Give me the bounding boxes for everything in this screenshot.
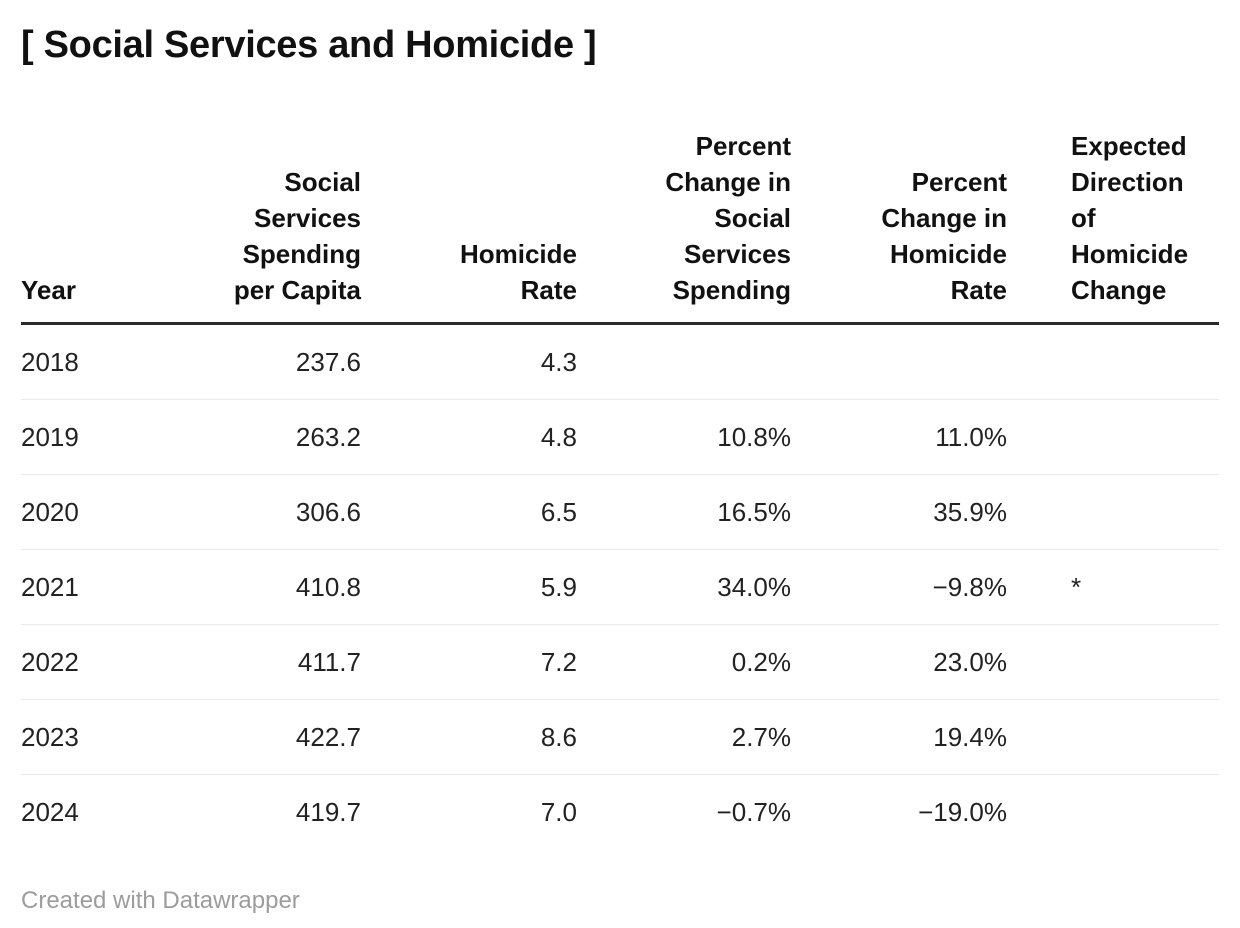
cell-year: 2020 [21, 474, 145, 550]
cell-pct-change-spending: 16.5% [577, 474, 791, 550]
cell-spending-per-capita: 263.2 [145, 399, 361, 475]
page-title: [ Social Services and Homicide ] [21, 24, 597, 66]
cell-pct-change-homicide: −19.0% [791, 774, 1007, 849]
cell-homicide-rate: 8.6 [361, 699, 577, 775]
cell-year: 2021 [21, 549, 145, 625]
cell-spending-per-capita: 419.7 [145, 774, 361, 849]
table-row: 2021 410.8 5.9 34.0% −9.8% * [21, 549, 1219, 625]
cell-expected-direction [1007, 324, 1219, 400]
col-header-social-services-spending-per-capita: Social Services Spending per Capita [145, 128, 361, 325]
table-row: 2018 237.6 4.3 [21, 324, 1219, 400]
cell-pct-change-spending [577, 324, 791, 400]
cell-homicide-rate: 7.2 [361, 624, 577, 700]
cell-expected-direction [1007, 474, 1219, 550]
cell-homicide-rate: 4.3 [540, 347, 577, 377]
cell-pct-change-homicide: 19.4% [791, 699, 1007, 775]
cell-pct-change-homicide [791, 324, 1007, 400]
cell-year: 2018 [21, 347, 79, 377]
cell-expected-direction [1007, 774, 1219, 849]
cell-year: 2019 [21, 399, 145, 475]
cell-pct-change-homicide: 35.9% [791, 474, 1007, 550]
col-header-year: Year [21, 128, 145, 325]
col-header-homicide-rate: Homicide Rate [361, 128, 577, 325]
cell-expected-direction [1007, 399, 1219, 475]
cell-pct-change-homicide: 23.0% [791, 624, 1007, 700]
cell-pct-change-spending: 0.2% [577, 624, 791, 700]
cell-pct-change-spending: 2.7% [577, 699, 791, 775]
cell-spending-per-capita: 237.6 [295, 347, 361, 377]
cell-year: 2023 [21, 699, 145, 775]
cell-spending-per-capita: 411.7 [145, 624, 361, 700]
table-row: 2022 411.7 7.2 0.2% 23.0% [21, 624, 1219, 700]
cell-homicide-rate: 7.0 [361, 774, 577, 849]
data-table: Year Social Services Spending per Capita… [21, 128, 1219, 849]
cell-homicide-rate: 5.9 [361, 549, 577, 625]
attribution-text: Created with Datawrapper [21, 887, 300, 914]
table-header-row: Year Social Services Spending per Capita… [21, 128, 1219, 325]
cell-pct-change-spending: 10.8% [577, 399, 791, 475]
col-header-percent-change-homicide-rate: Percent Change in Homicide Rate [791, 128, 1007, 325]
cell-pct-change-spending: 34.0% [577, 549, 791, 625]
cell-homicide-rate: 6.5 [361, 474, 577, 550]
cell-pct-change-spending: −0.7% [577, 774, 791, 849]
cell-pct-change-homicide: 11.0% [791, 399, 1007, 475]
cell-year: 2022 [21, 624, 145, 700]
cell-spending-per-capita: 422.7 [145, 699, 361, 775]
cell-expected-direction-asterisk: * [1007, 549, 1219, 625]
col-header-expected-direction-of-homicide-change: Expected Direction of Homicide Change [1007, 128, 1219, 325]
table-row: 2023 422.7 8.6 2.7% 19.4% [21, 699, 1219, 775]
table-row: 2024 419.7 7.0 −0.7% −19.0% [21, 774, 1219, 849]
cell-pct-change-homicide: −9.8% [791, 549, 1007, 625]
table-body: 2018 237.6 4.3 2019 263.2 4.8 10.8% 11.0… [21, 324, 1219, 849]
cell-year: 2024 [21, 774, 145, 849]
cell-expected-direction [1007, 624, 1219, 700]
table-header: Year Social Services Spending per Capita… [21, 128, 1219, 325]
cell-spending-per-capita: 410.8 [145, 549, 361, 625]
col-header-percent-change-social-services-spending: Percent Change in Social Services Spendi… [577, 128, 791, 325]
cell-homicide-rate: 4.8 [361, 399, 577, 475]
table-row: 2020 306.6 6.5 16.5% 35.9% [21, 474, 1219, 550]
cell-spending-per-capita: 306.6 [145, 474, 361, 550]
table-row: 2019 263.2 4.8 10.8% 11.0% [21, 399, 1219, 475]
cell-expected-direction [1007, 699, 1219, 775]
